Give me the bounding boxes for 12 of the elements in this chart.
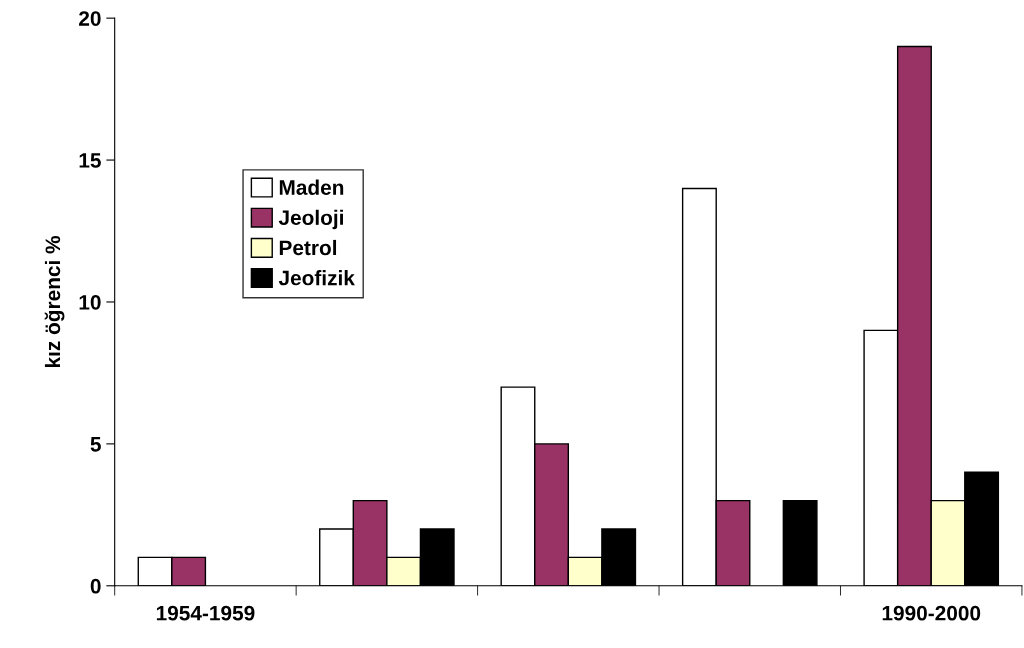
y-tick-label: 5 (90, 437, 101, 452)
y-tick-label: 15 (79, 153, 101, 168)
x-tick-label: 1990-2000 (882, 605, 981, 621)
legend-label: Maden (279, 179, 344, 195)
y-tick-label: 20 (79, 11, 101, 26)
x-tick-label: 1954-1959 (156, 605, 255, 621)
y-tick-label: 10 (79, 294, 101, 310)
legend-label: Petrol (279, 239, 337, 256)
y-tick-label: 0 (90, 578, 101, 594)
y-axis-title: kız öğrenci % (44, 235, 65, 368)
legend-label: Jeofizik (278, 270, 355, 286)
legend-label: Jeoloji (278, 209, 343, 230)
